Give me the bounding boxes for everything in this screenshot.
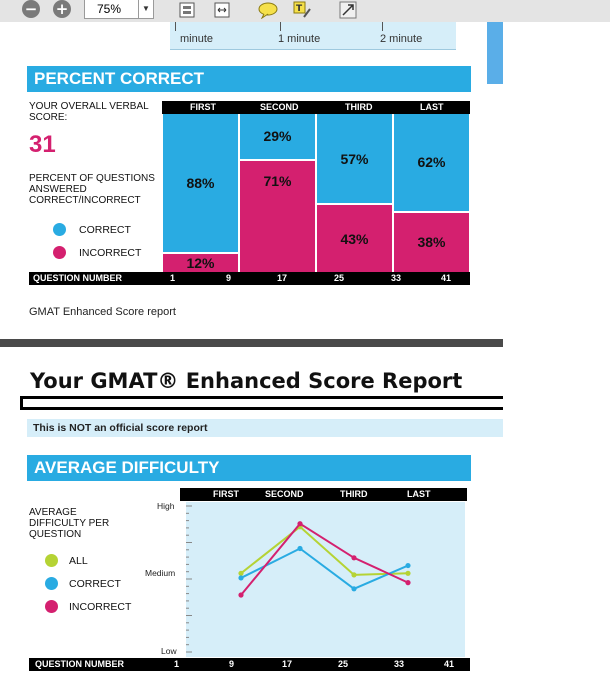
- point-all-third: [351, 572, 357, 578]
- viewer-background: [503, 22, 610, 674]
- qn-tick: 41: [444, 659, 455, 669]
- incorrect-legend-label: INCORRECT: [69, 601, 132, 613]
- fit-page-icon[interactable]: [177, 1, 197, 19]
- col-last: LAST: [407, 489, 431, 499]
- pc-question-number-bar: QUESTION NUMBER 1 9 17 25 33 41: [29, 272, 470, 285]
- correct-legend-dot: [45, 577, 58, 590]
- correct-legend-label: CORRECT: [79, 224, 131, 236]
- series-line-correct: [240, 547, 409, 590]
- qn-tick: 33: [394, 659, 405, 669]
- qn-tick: 17: [282, 659, 293, 669]
- time-label: 2 minute: [380, 33, 423, 45]
- point-all-first: [238, 570, 244, 576]
- zoom-dropdown-icon[interactable]: ▼: [138, 0, 153, 18]
- ad-question-number-bar: QUESTION NUMBER 1 9 17 25 33 41: [29, 658, 470, 671]
- qn-tick: 9: [226, 273, 232, 283]
- incorrect-legend-dot: [53, 246, 66, 259]
- fit-width-icon[interactable]: [212, 1, 232, 19]
- score-label: YOUR OVERALL VERBAL SCORE:: [29, 101, 149, 123]
- overall-score: 31: [29, 131, 56, 158]
- qn-tick: 25: [334, 273, 345, 283]
- incorrect-legend-label: INCORRECT: [79, 247, 142, 259]
- zoom-value: 75%: [97, 2, 122, 16]
- pct-label: PERCENT OF QUESTIONS ANSWERED CORRECT/IN…: [29, 173, 155, 206]
- point-correct-third: [351, 586, 357, 592]
- page-footer: GMAT Enhanced Score report: [29, 306, 176, 318]
- question-number-label: QUESTION NUMBER: [33, 273, 123, 283]
- difficulty-plot-svg: [186, 505, 411, 653]
- qn-tick: 9: [229, 659, 235, 669]
- page-separator: [0, 339, 503, 347]
- point-correct-second: [297, 545, 303, 552]
- col-third: THIRD: [345, 102, 373, 112]
- point-correct-last: [405, 562, 411, 569]
- incorrect-bar-last: 38%: [394, 212, 469, 272]
- ad-column-header: FIRST SECOND THIRD LAST: [180, 488, 467, 501]
- point-incorrect-second: [297, 521, 303, 527]
- point-incorrect-last: [405, 580, 411, 586]
- point-incorrect-first: [238, 592, 244, 598]
- incorrect-bar-third: 43%: [317, 205, 392, 272]
- correct-bar-third: 57%: [317, 114, 392, 204]
- average-difficulty-chart: [186, 502, 465, 657]
- pdf-toolbar: − + 75% ▼ T: [0, 0, 610, 23]
- col-second: SECOND: [265, 489, 304, 499]
- svg-text:T: T: [296, 4, 303, 14]
- col-first: FIRST: [190, 102, 216, 112]
- unofficial-notice: This is NOT an official score report: [27, 419, 503, 437]
- y-label-low: Low: [161, 646, 177, 656]
- highlight-note-icon[interactable]: T: [292, 1, 312, 19]
- qn-tick: 25: [338, 659, 349, 669]
- incorrect-bar-first: 12%: [163, 254, 238, 272]
- pc-column-header: FIRST SECOND THIRD LAST: [162, 101, 470, 114]
- qn-tick: 41: [441, 273, 452, 283]
- correct-bar-last: 62%: [394, 114, 469, 211]
- time-label: minute: [180, 33, 214, 45]
- correct-bar-second: 29%: [240, 114, 315, 159]
- col-second: SECOND: [260, 102, 299, 112]
- correct-bar-first: 88%: [163, 114, 238, 253]
- point-incorrect-third: [351, 555, 357, 561]
- all-legend-label: ALL: [69, 555, 88, 567]
- difficulty-label: AVERAGE DIFFICULTY PER QUESTION: [29, 507, 110, 540]
- correct-legend-label: CORRECT: [69, 578, 121, 590]
- point-all-last: [405, 570, 411, 576]
- qn-tick: 1: [174, 659, 180, 669]
- zoom-out-icon[interactable]: −: [22, 0, 40, 18]
- incorrect-legend-dot: [45, 600, 58, 613]
- time-axis: minute 1 minute 2 minute: [170, 22, 456, 50]
- y-label-high: High: [157, 501, 175, 511]
- qn-tick: 17: [277, 273, 288, 283]
- incorrect-bar-second: 71%: [240, 160, 315, 272]
- question-number-label: QUESTION NUMBER: [35, 659, 125, 669]
- series-line-incorrect: [240, 522, 409, 596]
- time-label: 1 minute: [278, 33, 321, 45]
- scroll-strip[interactable]: [487, 22, 503, 84]
- percent-correct-header: PERCENT CORRECT: [27, 66, 471, 92]
- title-frame: [20, 396, 503, 410]
- qn-tick: 1: [170, 273, 176, 283]
- y-label-medium: Medium: [145, 568, 176, 578]
- time-tick: [280, 22, 281, 31]
- time-tick: [175, 22, 176, 31]
- expand-icon[interactable]: [338, 1, 358, 19]
- col-first: FIRST: [213, 489, 239, 499]
- report-title: Your GMAT® Enhanced Score Report: [30, 369, 463, 393]
- qn-tick: 33: [391, 273, 402, 283]
- col-third: THIRD: [340, 489, 368, 499]
- correct-legend-dot: [53, 223, 66, 236]
- col-last: LAST: [420, 102, 444, 112]
- series-line-all: [240, 525, 409, 576]
- comment-icon[interactable]: [258, 1, 278, 20]
- zoom-select[interactable]: 75% ▼: [84, 0, 154, 19]
- percent-correct-chart: 88% 12% 29% 71% 57% 43% 62% 38%: [162, 114, 470, 272]
- point-correct-first: [238, 575, 244, 581]
- zoom-in-icon[interactable]: +: [53, 0, 71, 18]
- all-legend-dot: [45, 554, 58, 567]
- average-difficulty-header: AVERAGE DIFFICULTY: [27, 455, 471, 481]
- time-tick: [382, 22, 383, 31]
